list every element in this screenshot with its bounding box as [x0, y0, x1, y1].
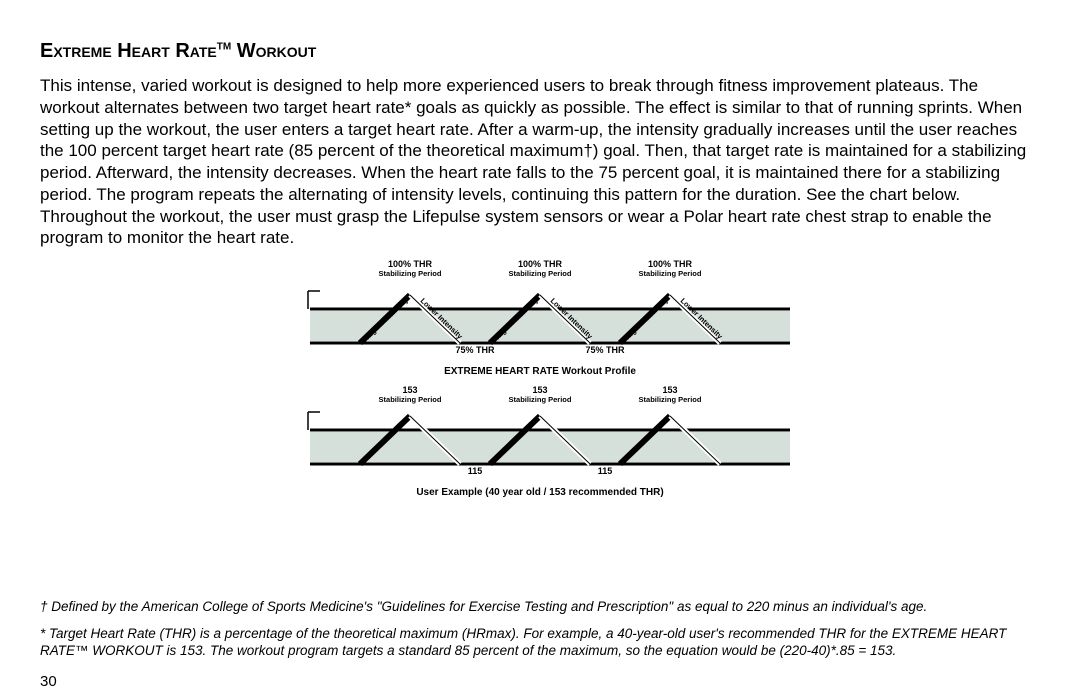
trough-label-2: 75% THR: [575, 345, 635, 355]
peak-label-3: 153 Stabilizing Period: [630, 385, 710, 404]
user-example-chart: 153 Stabilizing Period 153 Stabilizing P…: [260, 385, 820, 485]
peak-label-2: 153 Stabilizing Period: [500, 385, 580, 404]
peak-value: 153: [662, 385, 677, 395]
trough-label-1: 75% THR: [445, 345, 505, 355]
trough-label-2: 115: [575, 466, 635, 476]
title-main: Extreme Heart Rate: [40, 40, 217, 62]
body-paragraph: This intense, varied workout is designed…: [40, 75, 1040, 249]
title-tail: Workout: [231, 40, 316, 62]
footnote-dagger: † Defined by the American College of Spo…: [40, 599, 1040, 616]
trough-label-1: 115: [445, 466, 505, 476]
chart-1-caption: EXTREME HEART RATE Workout Profile: [260, 366, 820, 377]
peak-label-3: 100% THR Stabilizing Period: [630, 259, 710, 278]
peak-sub: Stabilizing Period: [370, 269, 450, 278]
page-number: 30: [40, 673, 57, 690]
chart-container: 100% THR Stabilizing Period 100% THR Sta…: [260, 259, 820, 498]
left-bracket: [308, 412, 320, 430]
peak-sub: Stabilizing Period: [370, 395, 450, 404]
peak-value: 100% THR: [518, 259, 562, 269]
peak-label-2: 100% THR Stabilizing Period: [500, 259, 580, 278]
peak-sub: Stabilizing Period: [630, 269, 710, 278]
peak-sub: Stabilizing Period: [500, 395, 580, 404]
section-title: Extreme Heart RateTM Workout: [40, 40, 1040, 63]
peak-value: 100% THR: [648, 259, 692, 269]
peak-value: 100% THR: [388, 259, 432, 269]
footnotes: † Defined by the American College of Spo…: [40, 599, 1040, 670]
workout-profile-chart: 100% THR Stabilizing Period 100% THR Sta…: [260, 259, 820, 364]
chart-2-caption: User Example (40 year old / 153 recommen…: [260, 487, 820, 498]
trademark: TM: [217, 41, 231, 52]
left-bracket: [308, 291, 320, 309]
peak-sub: Stabilizing Period: [630, 395, 710, 404]
peak-value: 153: [402, 385, 417, 395]
peak-label-1: 153 Stabilizing Period: [370, 385, 450, 404]
footnote-star: * Target Heart Rate (THR) is a percentag…: [40, 626, 1040, 660]
peak-label-1: 100% THR Stabilizing Period: [370, 259, 450, 278]
peak-sub: Stabilizing Period: [500, 269, 580, 278]
peak-value: 153: [532, 385, 547, 395]
